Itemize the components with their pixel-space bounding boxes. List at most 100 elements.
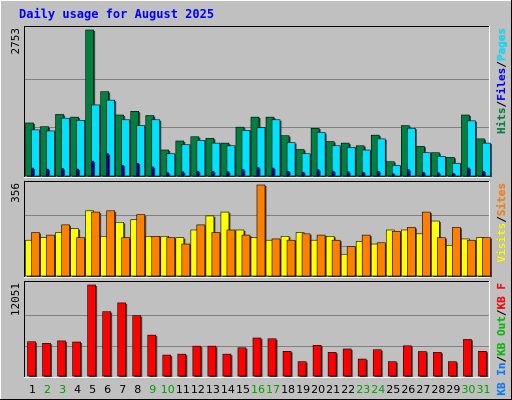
bar-kbf-day-20 <box>312 345 322 377</box>
legend-item: KB In <box>495 363 508 396</box>
bar-sites-day-23 <box>361 234 371 277</box>
bar-sites-day-27 <box>422 211 431 277</box>
bar-sites-day-1 <box>31 232 40 277</box>
bar-files-day-30 <box>467 167 470 177</box>
bar-sites-day-13 <box>211 232 221 277</box>
bar-files-day-5-shadow <box>93 162 96 177</box>
bar-pages-day-7 <box>121 119 130 177</box>
bar-kbf-day-31 <box>478 351 487 377</box>
bar-pages-day-22 <box>346 147 356 177</box>
bar-kbf-day-9 <box>147 334 157 377</box>
bar-sites-day-11 <box>181 243 191 277</box>
legend-item: / <box>495 356 508 363</box>
bar-files-day-27-shadow <box>423 173 426 177</box>
bar-files-day-25 <box>391 173 395 177</box>
bar-files-day-11-shadow <box>183 172 186 177</box>
bar-files-day-28 <box>437 172 440 177</box>
bar-kbf-day-14 <box>222 353 232 377</box>
legend-item: / <box>495 61 508 68</box>
bar-sites-day-6 <box>106 210 115 277</box>
bar-sites-day-12 <box>196 224 206 277</box>
y-tick-label: 356 <box>9 183 22 203</box>
x-tick-label: 6 <box>104 383 111 396</box>
bar-files-day-15-shadow <box>243 170 246 177</box>
bar-files-day-5 <box>91 160 94 177</box>
bar-pages-day-20 <box>316 132 326 177</box>
x-tick-label: 5 <box>89 383 96 396</box>
x-tick-label: 3 <box>59 383 66 396</box>
x-tick-label: 14 <box>221 383 235 396</box>
x-tick-label: 23 <box>356 383 370 396</box>
bar-pages-day-18 <box>286 142 296 177</box>
bar-hits-day-5 <box>85 29 94 177</box>
bar-pages-day-12 <box>196 140 206 177</box>
x-tick-label: 4 <box>74 383 81 396</box>
bar-kbf-day-29 <box>448 361 457 377</box>
bar-files-day-17-shadow <box>273 169 276 177</box>
bar-kbf-day-30 <box>463 339 472 377</box>
bar-sites-day-15 <box>241 234 251 277</box>
bar-files-day-16 <box>256 167 260 177</box>
bar-kbf-day-2 <box>42 343 51 377</box>
legend-item: Sites <box>495 183 508 216</box>
bar-files-day-23-shadow <box>363 173 366 177</box>
bar-files-day-26-shadow <box>408 170 411 177</box>
bar-files-day-13-shadow <box>213 172 216 177</box>
x-tick-label: 13 <box>206 383 220 396</box>
bar-files-day-31 <box>482 170 485 177</box>
bar-sites-day-3 <box>61 224 70 277</box>
bar-sites-day-19 <box>301 233 311 277</box>
legend-item: Pages <box>495 28 508 61</box>
bar-kbf-day-26 <box>403 345 412 377</box>
bar-files-day-19-shadow <box>303 173 306 177</box>
bar-files-day-22-shadow <box>348 172 351 177</box>
legend-kb: KB In/KB Out/KB F <box>495 283 508 396</box>
bar-files-day-10 <box>166 172 170 177</box>
bar-files-day-19 <box>301 171 305 177</box>
bar-kbf-day-23 <box>357 358 367 377</box>
bar-kbf-day-13 <box>207 345 217 377</box>
x-tick-label: 8 <box>134 383 141 396</box>
bar-sites-day-16 <box>256 184 266 277</box>
bar-kbf-day-21 <box>327 352 337 377</box>
legend-item: Visits <box>495 223 508 263</box>
bar-pages-day-9 <box>151 119 161 177</box>
bar-pages-day-26 <box>407 127 416 177</box>
bar-pages-day-16 <box>256 127 266 177</box>
bar-pages-day-15 <box>241 130 251 177</box>
bar-sites-day-17 <box>271 238 281 277</box>
x-tick-label: 16 <box>251 383 265 396</box>
bar-files-day-30-shadow <box>468 169 471 177</box>
legend-item: Hits <box>495 108 508 135</box>
bar-pages-day-31 <box>482 142 491 177</box>
bar-kbf-day-19 <box>297 361 307 377</box>
bar-files-day-21-shadow <box>333 172 336 177</box>
bar-pages-day-5 <box>91 104 100 177</box>
bar-kbf-day-7 <box>117 302 126 377</box>
x-tick-label: 12 <box>191 383 205 396</box>
bar-files-day-17 <box>271 167 275 177</box>
bar-sites-day-20 <box>316 234 326 277</box>
chart-title: Daily usage for August 2025 <box>19 7 215 21</box>
bar-pages-day-13 <box>211 142 221 177</box>
bar-kbf-day-1 <box>27 341 36 377</box>
bar-files-day-8-shadow <box>138 164 141 177</box>
bar-files-day-26 <box>407 169 410 177</box>
x-tick-label: 24 <box>371 383 385 396</box>
legend-item: KB F <box>495 283 508 310</box>
bar-pages-day-23 <box>361 149 371 177</box>
bar-files-day-21 <box>331 170 335 177</box>
x-tick-label: 7 <box>119 383 126 396</box>
bar-files-day-4-shadow <box>78 170 81 177</box>
bar-sites-day-18 <box>286 239 296 277</box>
bar-pages-day-3 <box>61 117 70 177</box>
bar-files-day-24 <box>376 170 380 177</box>
bar-pages-day-19 <box>301 153 311 177</box>
bar-kbf-day-16 <box>252 337 262 377</box>
bar-files-day-29 <box>452 173 455 177</box>
bar-files-day-14-shadow <box>228 172 231 177</box>
bar-files-day-1 <box>31 167 34 177</box>
bar-pages-day-1 <box>31 129 40 177</box>
x-tick-label: 21 <box>326 383 340 396</box>
